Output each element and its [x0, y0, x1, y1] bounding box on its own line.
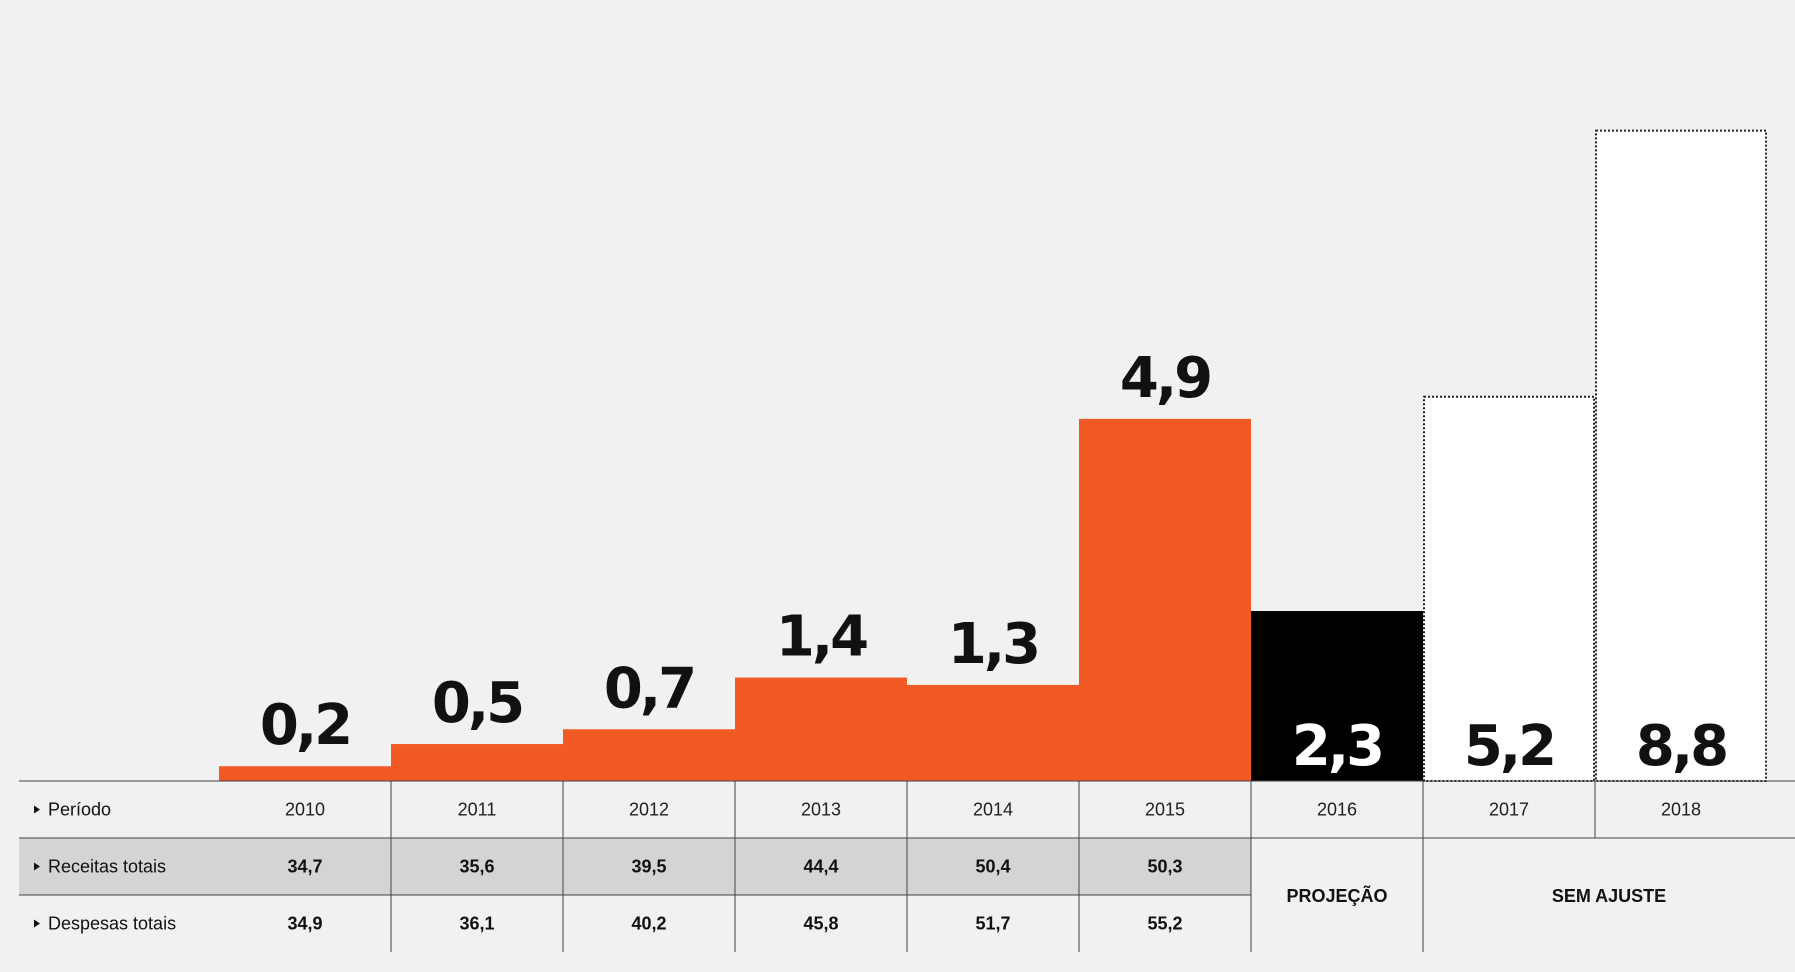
receitas-cell: 34,7: [287, 857, 322, 877]
row-label: Período: [48, 800, 111, 820]
despesas-cell: 40,2: [631, 914, 666, 934]
value-label-2015: 4,9: [1120, 346, 1210, 411]
row-bullet-icon: [34, 862, 40, 871]
bar-2013: [735, 677, 907, 781]
year-label-2015: 2015: [1145, 800, 1185, 820]
year-label-2014: 2014: [973, 800, 1013, 820]
receitas-row-shade: [19, 838, 1251, 895]
projection-label: PROJEÇÃO: [1286, 885, 1387, 906]
year-label-2011: 2011: [458, 800, 497, 820]
bar-2012: [563, 729, 735, 781]
bar-2015: [1079, 418, 1251, 781]
bar-2014: [907, 684, 1079, 781]
year-label-2017: 2017: [1489, 800, 1529, 820]
bar-2017: [1423, 395, 1595, 782]
row-bullet-icon: [34, 919, 40, 928]
row-label: Receitas totais: [48, 857, 166, 877]
receitas-cell: 44,4: [803, 857, 838, 877]
bar-2011: [391, 744, 563, 781]
year-label-2013: 2013: [801, 800, 841, 820]
receitas-cell: 35,6: [459, 857, 494, 877]
despesas-cell: 34,9: [287, 914, 322, 934]
bar-2018: [1595, 129, 1767, 782]
receitas-cell: 39,5: [631, 857, 666, 877]
value-label-2012: 0,7: [604, 656, 694, 721]
value-label-2010: 0,2: [260, 693, 350, 758]
row-bullet-icon: [34, 805, 40, 814]
despesas-cell: 51,7: [975, 914, 1010, 934]
year-label-2018: 2018: [1661, 800, 1701, 820]
value-label-2014: 1,3: [948, 612, 1038, 677]
bar-2010: [219, 766, 391, 781]
receitas-cell: 50,3: [1147, 857, 1182, 877]
despesas-cell: 55,2: [1147, 914, 1182, 934]
year-label-2010: 2010: [285, 800, 325, 820]
receitas-cell: 50,4: [975, 857, 1010, 877]
value-label-2013: 1,4: [776, 605, 867, 670]
year-label-2016: 2016: [1317, 800, 1357, 820]
despesas-cell: 36,1: [459, 914, 494, 934]
value-label-2018: 8,8: [1636, 714, 1726, 779]
despesas-cell: 45,8: [803, 914, 838, 934]
value-label-2011: 0,5: [432, 671, 522, 736]
row-label: Despesas totais: [48, 914, 176, 934]
value-label-2017: 5,2: [1464, 714, 1554, 779]
value-label-2016: 2,3: [1292, 714, 1382, 779]
year-label-2012: 2012: [629, 800, 669, 820]
no-adjustment-label: SEM AJUSTE: [1552, 886, 1666, 906]
bar-2016: [1251, 611, 1423, 781]
